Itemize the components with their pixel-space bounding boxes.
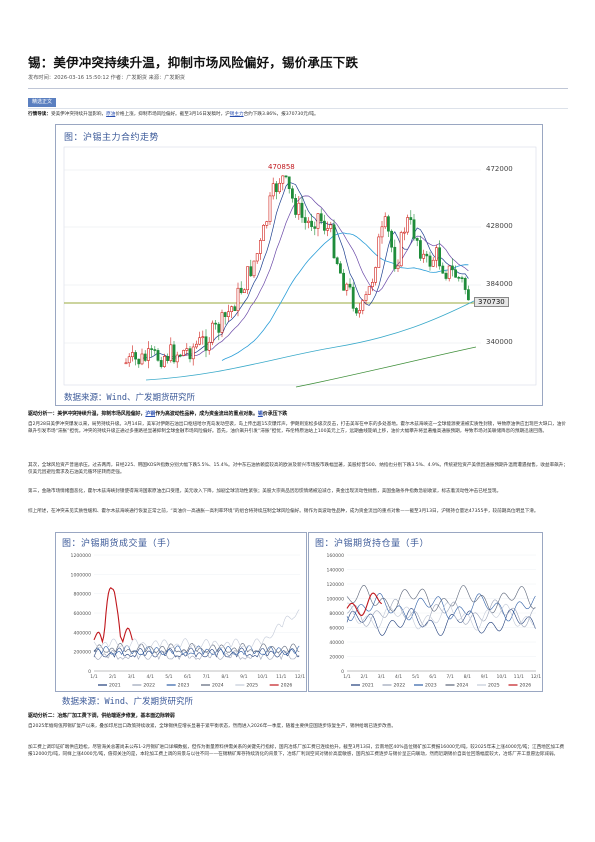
svg-text:100000: 100000 bbox=[326, 597, 344, 603]
analysis1-p2: 其次，全球风险资产普遍承压。过去两周，日经225、韩国KOSPI指数分别大幅下跌… bbox=[28, 463, 568, 476]
svg-text:2021: 2021 bbox=[109, 683, 121, 689]
price-label-340000: 340000 bbox=[486, 338, 513, 346]
svg-text:2023: 2023 bbox=[425, 683, 437, 689]
tin-link[interactable]: 锡 bbox=[257, 411, 263, 417]
svg-text:6/1: 6/1 bbox=[429, 674, 436, 680]
svg-text:2026: 2026 bbox=[520, 683, 532, 689]
svg-text:2025: 2025 bbox=[488, 683, 500, 689]
section-tag: 精选正文 bbox=[28, 98, 57, 107]
price-label-384000: 384000 bbox=[486, 280, 513, 288]
svg-text:8/1: 8/1 bbox=[464, 674, 471, 680]
svg-text:2025: 2025 bbox=[246, 683, 258, 689]
svg-text:11/1: 11/1 bbox=[514, 674, 524, 680]
svg-text:40000: 40000 bbox=[329, 640, 344, 646]
svg-text:80000: 80000 bbox=[329, 611, 344, 617]
svg-text:5/1: 5/1 bbox=[412, 674, 419, 680]
svg-text:1000000: 1000000 bbox=[71, 572, 92, 578]
svg-text:2/1: 2/1 bbox=[360, 674, 367, 680]
svg-text:2022: 2022 bbox=[143, 683, 155, 689]
svg-text:6/1: 6/1 bbox=[184, 674, 191, 680]
analysis2-heading: 驱动分析二：冶炼厂加工费下调，供给端逐步修复，基本面边际转弱 bbox=[28, 713, 175, 719]
chart3-title: 图：沪锡期货持仓量（手） bbox=[315, 539, 430, 549]
summary-label: 行情导读： bbox=[28, 112, 51, 117]
svg-text:2/1: 2/1 bbox=[109, 674, 116, 680]
tag-divider bbox=[28, 108, 568, 109]
svg-text:2024: 2024 bbox=[212, 683, 224, 689]
article-title: 锡：美伊冲突持续升温，抑制市场风险偏好，锡价承压下跌 bbox=[28, 55, 359, 70]
crude-oil-link[interactable]: 原油 bbox=[106, 112, 116, 117]
svg-text:600000: 600000 bbox=[73, 611, 91, 617]
tin-open-interest-chart: 图：沪锡期货持仓量（手） 160000 140000 120000 100000 800… bbox=[308, 532, 543, 692]
tin-main-contract-chart: 图：沪锡主力合约走势 472000 428000 384000 340000 3… bbox=[55, 124, 543, 406]
svg-text:800000: 800000 bbox=[73, 592, 91, 598]
chart2-title: 图：沪锡期货成交量（手） bbox=[62, 539, 177, 549]
svg-text:11/1: 11/1 bbox=[276, 674, 286, 680]
svg-text:20000: 20000 bbox=[329, 655, 344, 661]
summary: 行情导读：受美伊冲突持续升温影响，原油价格上涨，抑制市场风险偏好。截至3月16日… bbox=[28, 112, 319, 117]
shanghai-copper-link[interactable]: 沪铜 bbox=[145, 411, 156, 417]
chart2-source: 数据来源：Wind、广发期货研究所 bbox=[62, 697, 193, 707]
volume-plot: 1200000100000080000060000040000020000001… bbox=[71, 553, 306, 689]
svg-text:200000: 200000 bbox=[73, 650, 91, 656]
analysis1-p1: 自2月28日美伊冲突爆发以来，局势持续升级。3月14日，美军对伊朗石油出口枢纽哈… bbox=[28, 422, 566, 435]
svg-text:2021: 2021 bbox=[362, 683, 374, 689]
analysis2-p1: 自2025年缅甸佤邦锡矿复产以来，叠加印尼出口政策持续收紧，全球锡供应增长显著于… bbox=[28, 724, 396, 729]
svg-text:8/1: 8/1 bbox=[221, 674, 228, 680]
svg-text:5/1: 5/1 bbox=[165, 674, 172, 680]
svg-text:3/1: 3/1 bbox=[128, 674, 135, 680]
analysis2-p2: 加工费上调印证矿端供应趋松，尽管海关总署尚未公布1-2月锡矿进口详细数据，但作为… bbox=[28, 745, 565, 758]
analysis1-p4: 综上所述，在冲突未见实质性缓和、霍尔木兹海峡通行恢复正常之前，“高油价—高通胀—… bbox=[28, 509, 539, 514]
svg-text:0: 0 bbox=[88, 669, 91, 675]
svg-text:9/1: 9/1 bbox=[240, 674, 247, 680]
open-interest-plot: 160000 140000 120000 100000 80000 60000 40000 2… bbox=[326, 553, 541, 689]
analysis1-heading: 驱动分析一：美伊冲突持续升温，抑制市场风险偏好，沪铜作为高波动性品种，成为资金流… bbox=[28, 411, 288, 417]
svg-text:0: 0 bbox=[341, 669, 344, 675]
tin-volume-chart: 图：沪锡期货成交量（手） 1200000 1000000 800000 600000 4… bbox=[55, 532, 307, 692]
chart1-source: 数据来源：Wind、广发期货研究所 bbox=[64, 393, 195, 403]
article-meta: 发布时间：2026-03-16 15:50:12 作者：广发期货 来源：广发期货 bbox=[28, 75, 185, 81]
svg-text:3/1: 3/1 bbox=[378, 674, 385, 680]
svg-text:1/1: 1/1 bbox=[90, 674, 97, 680]
peak-price-label: 470858 bbox=[268, 163, 295, 171]
svg-text:160000: 160000 bbox=[326, 553, 344, 559]
svg-text:9/1: 9/1 bbox=[481, 674, 488, 680]
svg-text:60000: 60000 bbox=[329, 626, 344, 632]
svg-text:2023: 2023 bbox=[178, 683, 190, 689]
svg-text:2024: 2024 bbox=[457, 683, 469, 689]
chart1-title: 图：沪锡主力合约走势 bbox=[64, 133, 160, 143]
svg-text:2022: 2022 bbox=[394, 683, 406, 689]
header-divider bbox=[28, 88, 568, 89]
analysis1-p3: 第三，金融市场情绪面恶化，霍尔木兹海峡封锁使得海湾国家原油出口受阻，美元收入下降… bbox=[28, 489, 502, 494]
svg-text:120000: 120000 bbox=[326, 582, 344, 588]
svg-text:4/1: 4/1 bbox=[146, 674, 153, 680]
svg-text:4/1: 4/1 bbox=[395, 674, 402, 680]
svg-text:10/1: 10/1 bbox=[257, 674, 267, 680]
svg-text:1/1: 1/1 bbox=[343, 674, 350, 680]
svg-text:2026: 2026 bbox=[281, 683, 293, 689]
svg-text:400000: 400000 bbox=[73, 630, 91, 636]
svg-text:10/1: 10/1 bbox=[496, 674, 506, 680]
current-price-badge: 370730 bbox=[474, 297, 509, 307]
price-label-428000: 428000 bbox=[486, 222, 513, 230]
price-label-472000: 472000 bbox=[486, 165, 513, 173]
svg-text:140000: 140000 bbox=[326, 568, 344, 574]
svg-text:12/1: 12/1 bbox=[295, 674, 305, 680]
svg-text:1200000: 1200000 bbox=[71, 553, 92, 559]
svg-text:12/1: 12/1 bbox=[531, 674, 541, 680]
candlestick-plot bbox=[63, 146, 537, 388]
tin-main-link[interactable]: 锡主力 bbox=[229, 112, 244, 117]
svg-text:7/1: 7/1 bbox=[203, 674, 210, 680]
svg-text:7/1: 7/1 bbox=[446, 674, 453, 680]
